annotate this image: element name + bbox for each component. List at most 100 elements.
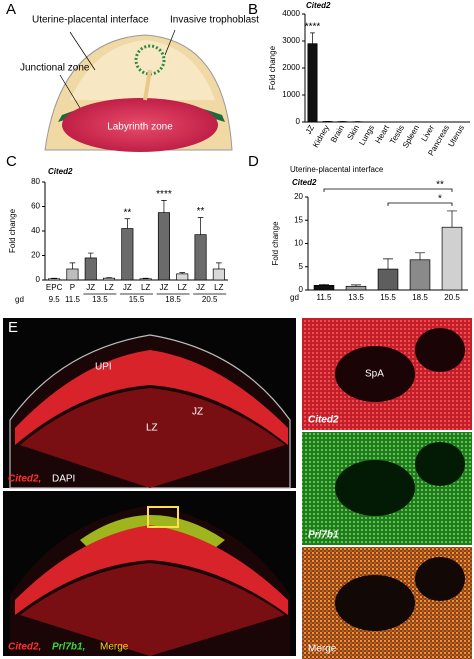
significance: **** (305, 22, 321, 33)
pointer (164, 29, 176, 56)
bar (313, 285, 335, 291)
x-tick-label: JZ (123, 283, 132, 292)
y-tick-label: 0 (296, 117, 301, 126)
y-tick-label: 4000 (282, 9, 300, 18)
bracket (323, 188, 453, 192)
significance: **** (156, 189, 172, 200)
bracket-label: ** (436, 180, 444, 191)
group-label: 15.5 (129, 295, 145, 304)
y-tick-label: 80 (31, 177, 40, 186)
error-bar (161, 200, 167, 213)
y-axis-label: Fold change (8, 208, 17, 253)
group-label: 18.5 (165, 295, 181, 304)
chart-subtitle: Cited2 (292, 178, 317, 187)
x-tick-label: LZ (214, 283, 223, 292)
group-label: 11.5 (65, 295, 81, 304)
y-tick-label: 20 (294, 192, 303, 201)
vessel (415, 328, 465, 372)
x-tick-label: Brain (329, 124, 346, 145)
error-bar (351, 284, 361, 287)
bar (176, 273, 189, 281)
chart-title: Cited2 (48, 167, 73, 176)
micrographs: E UPI JZ LZ SpA Cited2, DAPI Cited2, Prl… (3, 318, 472, 659)
chart-title: Cited2 (306, 1, 331, 10)
panel-letter: A (6, 1, 16, 18)
bar (66, 268, 79, 281)
bar (345, 285, 367, 291)
x-tick-label: LZ (178, 283, 187, 292)
x-tick-label: LZ (104, 283, 113, 292)
error-bar (415, 252, 425, 260)
x-tick-label: JZ (160, 283, 169, 292)
bar (212, 268, 225, 281)
interface (70, 40, 215, 100)
bar (48, 278, 61, 281)
diagram-label: Junctional zone (20, 63, 90, 74)
caption: Merge (308, 644, 337, 655)
group-label: 20.5 (202, 295, 218, 304)
error-bar (383, 258, 393, 270)
labyrinth-stain (20, 388, 285, 488)
significance: ** (123, 207, 131, 218)
error-bar (310, 32, 315, 44)
y-tick-label: 60 (31, 202, 40, 211)
x-tick-label: JZ (196, 283, 205, 292)
error-bar (216, 262, 222, 269)
region-label: LZ (146, 423, 158, 434)
bar (194, 234, 207, 281)
x-tick-label: 20.5 (444, 293, 460, 302)
y-tick-label: 0 (299, 285, 304, 294)
region-label: UPI (95, 362, 112, 373)
error-bar (69, 262, 76, 269)
y-tick-label: 10 (294, 239, 303, 248)
bar (139, 278, 152, 281)
error-bar (106, 277, 112, 279)
x-tick-label: LZ (141, 283, 150, 292)
bar (121, 228, 134, 281)
error-bar (124, 218, 131, 229)
y-tick-label: 1000 (282, 90, 300, 99)
y-tick-label: 15 (294, 215, 303, 224)
panel-letter: E (8, 319, 18, 336)
caption: Merge (100, 642, 129, 653)
y-tick-label: 3000 (282, 36, 300, 45)
diagram-label: Invasive trophoblast (170, 15, 259, 26)
bar (103, 277, 116, 281)
panel-letter: D (248, 153, 259, 170)
zoom-box (147, 506, 179, 528)
caption: DAPI (52, 474, 75, 485)
bar (377, 268, 399, 291)
bar (84, 257, 97, 281)
vessel (335, 575, 415, 631)
y-axis-label: Fold change (271, 221, 280, 266)
x-tick-label: 13.5 (348, 293, 364, 302)
group-label: 9.5 (49, 295, 61, 304)
pointer (69, 31, 96, 71)
error-bar (319, 284, 329, 286)
x-tick-label: EPC (46, 283, 63, 292)
x-tick-label: 11.5 (317, 293, 333, 302)
bar (157, 212, 170, 281)
group-label: 13.5 (92, 295, 108, 304)
y-axis-label: Fold change (268, 45, 277, 90)
caption: Prl7b1 (308, 530, 339, 541)
vessel (335, 346, 415, 402)
caption: Cited2, (8, 642, 41, 653)
y-tick-label: 0 (36, 275, 41, 284)
x-tick-label: JZ (86, 283, 95, 292)
artery (143, 69, 152, 101)
labyrinth-stain (20, 563, 285, 656)
region-label: SpA (365, 369, 384, 380)
error-bar (142, 277, 149, 279)
x-tick-label: Lungs (357, 124, 376, 147)
x-axis-label: gd (290, 293, 299, 302)
junctional-zone-stain (15, 525, 288, 615)
caption: Cited2, (8, 474, 41, 485)
vessel (335, 460, 415, 516)
x-tick-label: 15.5 (380, 293, 396, 302)
y-tick-label: 2000 (282, 63, 300, 72)
y-tick-label: 5 (299, 262, 304, 271)
pointer (59, 74, 81, 109)
diagram-label: Labyrinth zone (107, 122, 173, 133)
vessel (415, 442, 465, 486)
